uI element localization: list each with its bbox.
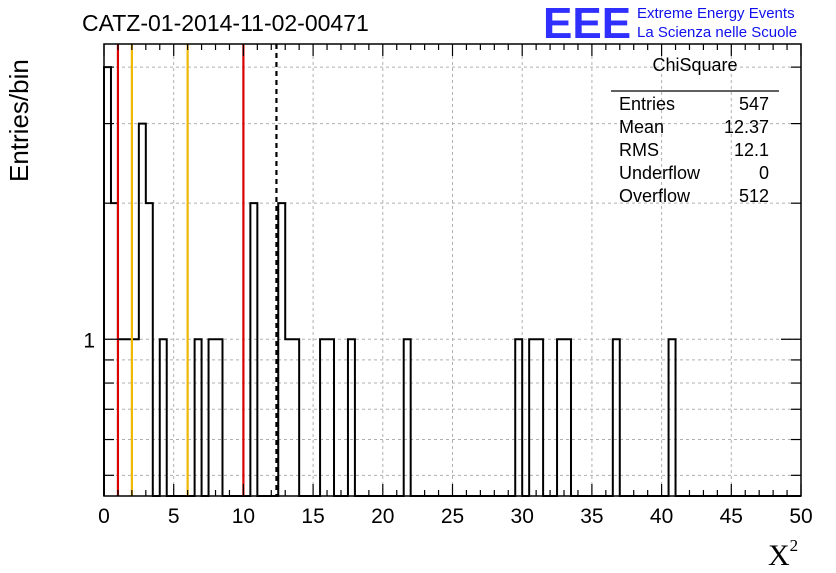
x-tick-label: 15 <box>301 505 324 528</box>
histogram-bin <box>146 203 153 496</box>
x-tick-label: 0 <box>98 505 110 528</box>
x-tick-label: 50 <box>789 505 812 528</box>
x-tick-label: 30 <box>511 505 534 528</box>
stats-title: ChiSquare <box>652 55 737 75</box>
histogram-bin <box>195 339 202 496</box>
histogram-bin <box>404 339 411 496</box>
chart-title: CATZ-01-2014-11-02-00471 <box>82 10 369 36</box>
axis-ticks <box>103 44 802 496</box>
eee-logo: EEE <box>543 0 632 48</box>
x-tick-label: 40 <box>650 505 673 528</box>
stats-value: 12.37 <box>724 117 769 137</box>
x-tick-label: 25 <box>441 505 464 528</box>
histogram-bin <box>613 339 620 496</box>
x-tick-label: 45 <box>720 505 743 528</box>
histogram-bin <box>564 339 571 496</box>
x-tick-label: 20 <box>371 505 394 528</box>
histogram-outline <box>103 66 801 497</box>
histogram-bin <box>160 339 167 496</box>
histogram-bin <box>104 67 111 496</box>
histogram-bin <box>348 339 355 496</box>
histogram-bin <box>515 339 522 496</box>
histogram-bin <box>292 339 299 496</box>
logo-line-1: Extreme Energy Events <box>637 5 795 22</box>
logo-line-2: La Scienza nelle Scuole <box>637 24 798 41</box>
histogram-bin <box>278 203 285 496</box>
histogram-bin <box>529 339 536 496</box>
reference-lines <box>116 44 278 496</box>
x-axis-label-superscript: 2 <box>789 536 799 555</box>
tick-labels: 0 5 10 15 20 25 30 35 40 45 50 1 <box>83 329 812 528</box>
histogram-bin <box>536 339 543 496</box>
histogram-bin <box>209 339 216 496</box>
histogram-bin <box>557 339 564 496</box>
stats-value: 547 <box>739 94 769 114</box>
stats-label: Overflow <box>619 186 691 206</box>
histogram-bars <box>103 66 801 497</box>
stats-label: Underflow <box>619 163 701 183</box>
stats-label: Mean <box>619 117 664 137</box>
x-axis-label: X2 <box>768 536 798 573</box>
x-tick-label: 5 <box>168 505 180 528</box>
stats-value: 0 <box>759 163 769 183</box>
histogram-bin <box>285 339 292 496</box>
stats-label: RMS <box>619 140 659 160</box>
histogram-bin <box>250 203 257 496</box>
histogram-bin <box>139 124 146 496</box>
stats-box: ChiSquare Entries 547 Mean 12.37 RMS 12.1 Under… <box>611 55 779 206</box>
x-tick-label: 10 <box>232 505 255 528</box>
stats-label: Entries <box>619 94 675 114</box>
x-axis-label-base: X <box>768 539 790 572</box>
histogram-bin <box>320 339 327 496</box>
stats-value: 12.1 <box>734 140 769 160</box>
stats-value: 512 <box>739 186 769 206</box>
histogram-bin <box>216 339 223 496</box>
y-tick-label: 1 <box>83 329 95 352</box>
x-tick-label: 35 <box>580 505 603 528</box>
histogram-bin <box>327 339 334 496</box>
histogram-bin <box>669 339 676 496</box>
